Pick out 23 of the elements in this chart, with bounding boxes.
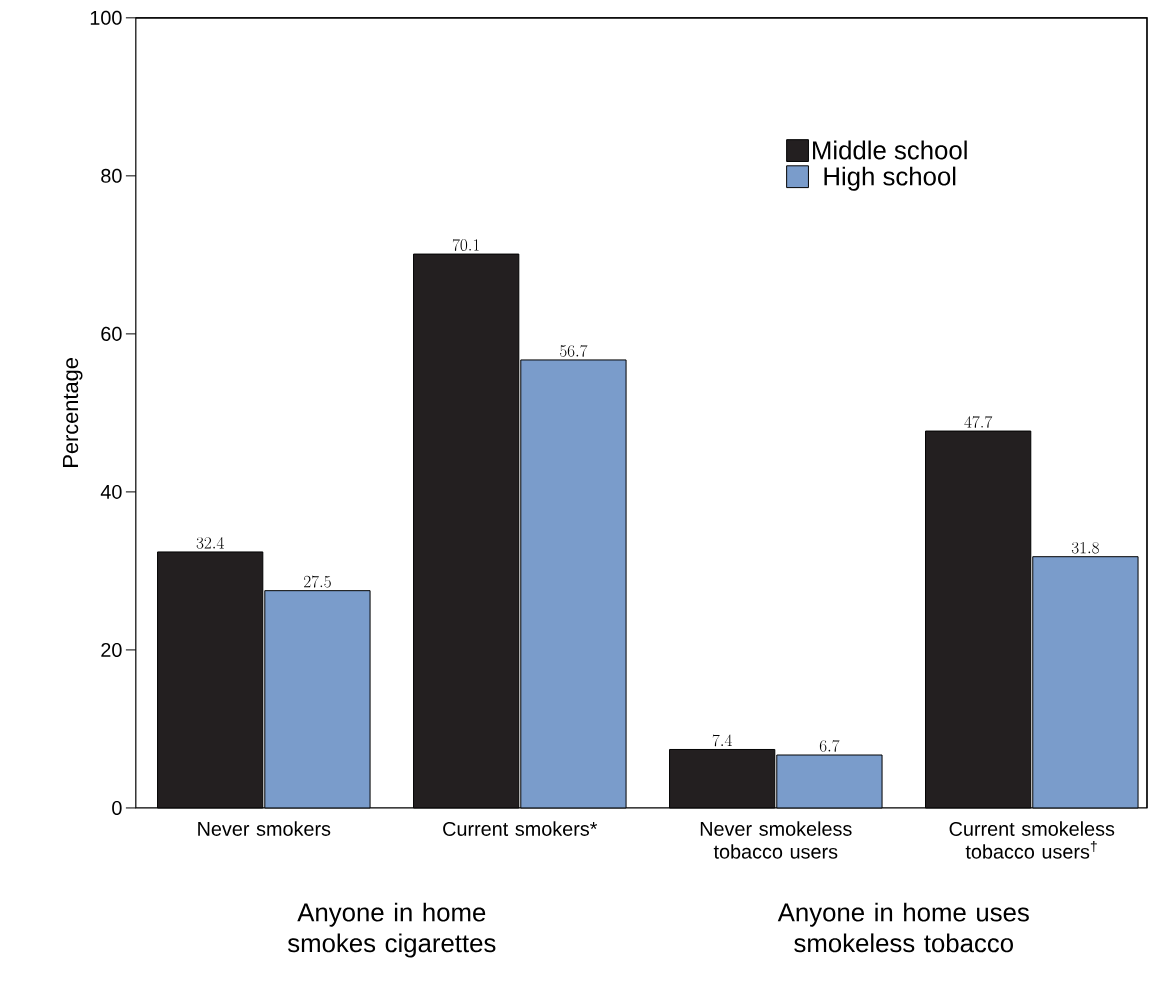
data-label: 56.7 <box>560 344 588 357</box>
data-label: 47.7 <box>964 415 993 428</box>
legend-label: High school <box>824 166 956 191</box>
y-tick-label: 20 <box>101 642 122 657</box>
y-tick-label: 0 <box>112 800 122 815</box>
data-label: 6.7 <box>819 739 840 752</box>
x-tick-label: Never smokeless tobacco users <box>700 821 852 859</box>
y-tick-label: 60 <box>101 326 122 341</box>
y-tick-label: 100 <box>90 10 122 25</box>
data-label: 70. 1 <box>452 238 480 251</box>
y-tick-label: 80 <box>101 168 122 183</box>
data-label: 7.4 <box>712 734 733 747</box>
data-label: 27.5 <box>304 575 331 588</box>
text: Anyone in home smokes cigarettes <box>287 902 496 958</box>
x-tick-label: Never smokers <box>198 821 331 836</box>
legend-label: Middle school <box>813 140 967 160</box>
y-tick-label: 40 <box>100 484 122 499</box>
x-tick-label: Current smokers* <box>443 821 598 836</box>
x-tick-label: Current smokeless tobacco users$^{†}$ <box>949 821 1115 859</box>
text: Anyone in home uses smokeless tobacco <box>777 902 1029 953</box>
data-label: 32.4 <box>196 536 224 549</box>
data-label: 31 .8 <box>1071 541 1099 554</box>
y-axis-title: Percentage <box>62 357 83 467</box>
